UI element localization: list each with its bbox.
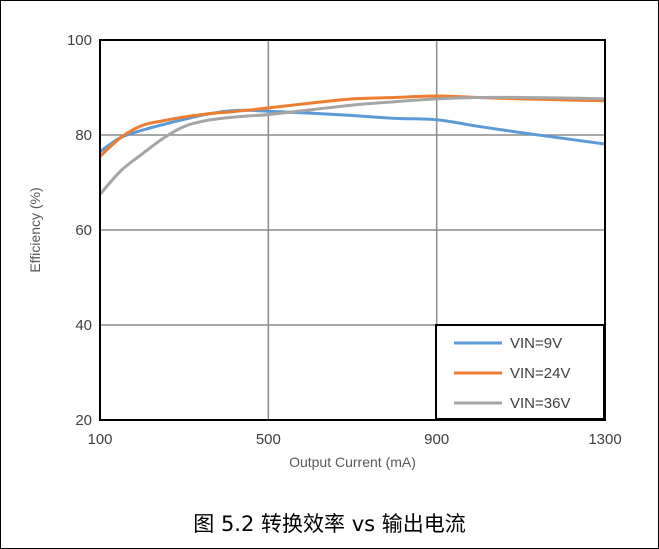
x-tick-label: 500 bbox=[256, 431, 281, 448]
legend-label: VIN=36V bbox=[510, 395, 570, 412]
tick-labels: 20 40 60 80 100 100 500 900 1300 bbox=[67, 32, 622, 448]
y-tick-label: 40 bbox=[75, 317, 92, 334]
series-line-vin-9v bbox=[100, 108, 605, 153]
y-tick-label: 100 bbox=[67, 32, 92, 49]
series-line-vin-36v bbox=[100, 95, 605, 196]
y-axis-label: Efficiency (%) bbox=[27, 187, 43, 272]
x-axis-label: Output Current (mA) bbox=[289, 454, 416, 470]
legend: VIN=9V VIN=24V VIN=36V bbox=[435, 324, 605, 420]
x-tick-label: 1300 bbox=[588, 431, 621, 448]
plot-area-border bbox=[99, 39, 606, 421]
legend-label: VIN=24V bbox=[510, 365, 570, 382]
x-tick-label: 100 bbox=[87, 431, 112, 448]
series-lines bbox=[100, 94, 605, 196]
y-tick-label: 80 bbox=[75, 127, 92, 144]
y-tick-label: 20 bbox=[75, 412, 92, 429]
x-tick-label: 900 bbox=[424, 431, 449, 448]
figure-caption: 图 5.2 转换效率 vs 输出电流 bbox=[193, 512, 466, 536]
legend-label: VIN=9V bbox=[510, 335, 562, 352]
y-tick-label: 60 bbox=[75, 222, 92, 239]
